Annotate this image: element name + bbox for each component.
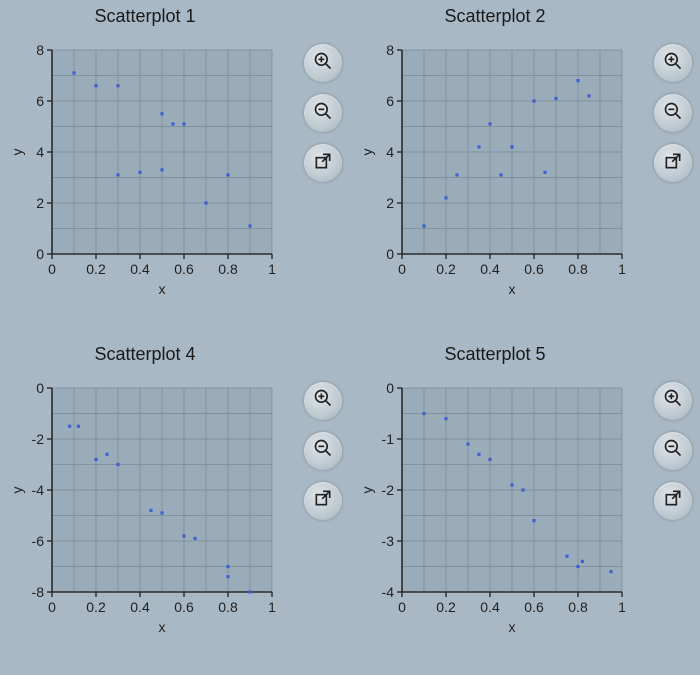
svg-text:0: 0 [398,599,406,615]
svg-text:0: 0 [398,261,406,277]
chart-panel-3: Scatterplot 4 0 0.2 0.4 0.6 0.8 1 -8 -6 -4 -2 0 x y [0,338,350,675]
zoom-out-button[interactable] [654,432,692,470]
chart-title: Scatterplot 1 [0,6,290,27]
scatter-chart: 0 0.2 0.4 0.6 0.8 1 0 2 4 6 8 x y [360,40,630,300]
svg-text:0: 0 [48,599,56,615]
svg-text:1: 1 [268,261,276,277]
zoom-in-button[interactable] [654,44,692,82]
svg-text:0.8: 0.8 [218,599,238,615]
svg-text:2: 2 [36,195,44,211]
svg-text:y: y [360,149,375,156]
svg-text:0.4: 0.4 [130,261,150,277]
popout-button[interactable] [654,482,692,520]
zoom-in-icon [663,51,683,76]
svg-text:1: 1 [268,599,276,615]
popout-button[interactable] [304,144,342,182]
popout-button[interactable] [304,482,342,520]
chart-panel-4: Scatterplot 5 0 0.2 0.4 0.6 0.8 1 -4 -3 -2 -1 0 x y [350,338,700,675]
svg-text:y: y [10,149,25,156]
button-column [654,382,692,520]
svg-text:-4: -4 [32,482,45,498]
zoom-out-button[interactable] [304,94,342,132]
svg-text:8: 8 [36,42,44,58]
svg-text:0.8: 0.8 [568,599,588,615]
svg-text:0: 0 [36,246,44,262]
chart-panel-1: Scatterplot 1 0 0.2 0.4 0.6 0.8 1 0 2 4 6 8 x y [0,0,350,337]
svg-text:0: 0 [386,380,394,396]
svg-text:1: 1 [618,599,626,615]
zoom-out-icon [313,101,333,126]
chart-title: Scatterplot 4 [0,344,290,365]
zoom-in-button[interactable] [304,44,342,82]
svg-text:6: 6 [386,93,394,109]
svg-text:6: 6 [36,93,44,109]
scatter-chart: 0 0.2 0.4 0.6 0.8 1 0 2 4 6 8 x y [10,40,280,300]
popout-icon [313,151,333,176]
svg-text:0: 0 [36,380,44,396]
svg-text:0.2: 0.2 [436,261,456,277]
svg-text:0.8: 0.8 [218,261,238,277]
zoom-out-icon [663,101,683,126]
zoom-in-icon [313,388,333,413]
svg-text:0.4: 0.4 [480,599,500,615]
svg-text:-2: -2 [32,431,45,447]
svg-text:0.6: 0.6 [524,599,544,615]
svg-text:y: y [10,486,25,493]
svg-text:8: 8 [386,42,394,58]
svg-text:x: x [509,281,516,297]
svg-text:-3: -3 [382,533,395,549]
svg-text:0.6: 0.6 [174,599,194,615]
popout-icon [313,488,333,513]
chart-title: Scatterplot 5 [350,344,640,365]
svg-text:4: 4 [386,144,394,160]
button-column [654,44,692,182]
scatter-chart: 0 0.2 0.4 0.6 0.8 1 -4 -3 -2 -1 0 x y [360,378,630,638]
svg-text:0.4: 0.4 [130,599,150,615]
zoom-in-button[interactable] [304,382,342,420]
svg-text:-6: -6 [32,533,45,549]
zoom-out-icon [663,438,683,463]
svg-text:-4: -4 [382,584,395,600]
svg-text:-1: -1 [382,431,395,447]
zoom-out-button[interactable] [654,94,692,132]
svg-text:x: x [159,281,166,297]
svg-text:0.6: 0.6 [524,261,544,277]
svg-text:0.6: 0.6 [174,261,194,277]
svg-text:0.2: 0.2 [86,261,106,277]
chart-panel-2: Scatterplot 2 0 0.2 0.4 0.6 0.8 1 0 2 4 6 8 x y [350,0,700,337]
svg-text:-2: -2 [382,482,395,498]
svg-text:0: 0 [48,261,56,277]
popout-icon [663,488,683,513]
svg-text:0.8: 0.8 [568,261,588,277]
zoom-in-button[interactable] [654,382,692,420]
svg-text:x: x [509,619,516,635]
svg-text:0.4: 0.4 [480,261,500,277]
svg-text:x: x [159,619,166,635]
svg-text:y: y [360,486,375,493]
zoom-in-icon [313,51,333,76]
popout-icon [663,151,683,176]
button-column [304,382,342,520]
button-column [304,44,342,182]
svg-text:-8: -8 [32,584,45,600]
svg-text:0.2: 0.2 [436,599,456,615]
zoom-out-icon [313,438,333,463]
zoom-in-icon [663,388,683,413]
svg-text:1: 1 [618,261,626,277]
svg-text:4: 4 [36,144,44,160]
grid-container: Scatterplot 1 0 0.2 0.4 0.6 0.8 1 0 2 4 6 8 x y Scatt… [0,0,700,675]
svg-text:2: 2 [386,195,394,211]
zoom-out-button[interactable] [304,432,342,470]
svg-text:0: 0 [386,246,394,262]
svg-text:0.2: 0.2 [86,599,106,615]
popout-button[interactable] [654,144,692,182]
scatter-chart: 0 0.2 0.4 0.6 0.8 1 -8 -6 -4 -2 0 x y [10,378,280,638]
chart-title: Scatterplot 2 [350,6,640,27]
